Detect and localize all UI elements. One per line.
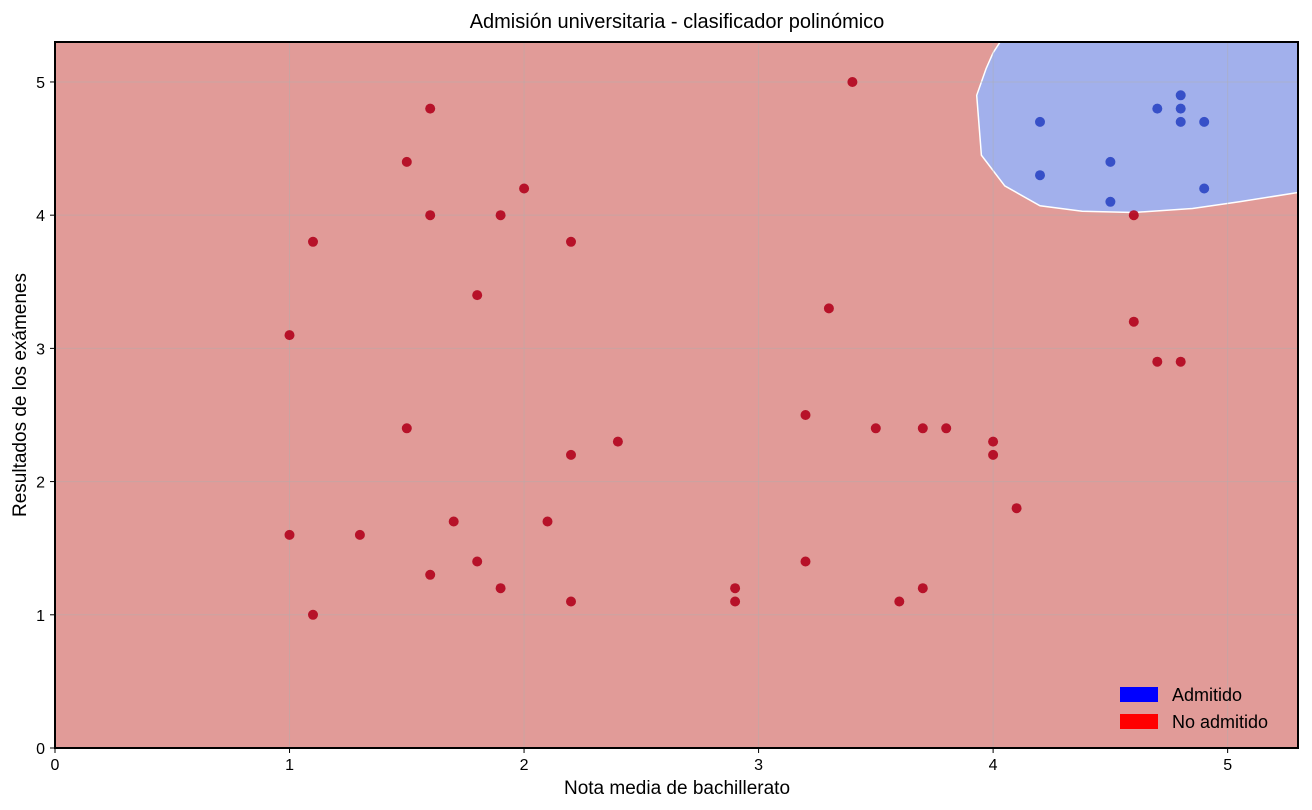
- x-tick-label: 1: [285, 757, 294, 774]
- point-admitido: [1199, 116, 1210, 127]
- point-no-admitido: [284, 529, 295, 540]
- x-tick-label: 0: [51, 757, 60, 774]
- point-no-admitido: [730, 583, 741, 594]
- point-no-admitido: [1152, 356, 1163, 367]
- point-no-admitido: [941, 423, 952, 434]
- point-admitido: [1105, 156, 1116, 167]
- point-admitido: [1175, 116, 1186, 127]
- point-no-admitido: [401, 156, 412, 167]
- point-no-admitido: [988, 436, 999, 447]
- point-admitido: [1152, 103, 1163, 114]
- point-no-admitido: [800, 410, 811, 420]
- y-tick-label: 3: [36, 341, 45, 358]
- x-tick-label: 2: [520, 757, 529, 774]
- point-admitido: [1175, 103, 1186, 114]
- point-no-admitido: [354, 529, 365, 540]
- point-no-admitido: [1175, 356, 1186, 367]
- point-no-admitido: [566, 236, 576, 247]
- point-admitido: [1199, 183, 1210, 194]
- point-admitido: [1105, 196, 1116, 207]
- x-tick-label: 5: [1223, 757, 1232, 774]
- point-no-admitido: [519, 183, 530, 194]
- y-tick-label: 4: [36, 208, 45, 225]
- legend: Admitido No admitido: [1120, 685, 1268, 732]
- point-no-admitido: [308, 609, 318, 620]
- point-no-admitido: [800, 556, 811, 567]
- legend-swatch-admitido: [1120, 687, 1158, 702]
- legend-label-no-admitido: No admitido: [1172, 712, 1268, 732]
- y-tick-label: 1: [36, 608, 45, 625]
- point-no-admitido: [425, 569, 436, 580]
- legend-swatch-no-admitido: [1120, 714, 1158, 729]
- point-no-admitido: [425, 103, 436, 114]
- point-no-admitido: [1011, 503, 1022, 514]
- point-no-admitido: [823, 303, 834, 314]
- point-admitido: [1175, 90, 1186, 101]
- point-no-admitido: [988, 449, 999, 460]
- point-no-admitido: [495, 210, 506, 221]
- point-no-admitido: [495, 583, 506, 594]
- point-no-admitido: [284, 330, 295, 341]
- point-no-admitido: [917, 583, 928, 594]
- legend-label-admitido: Admitido: [1172, 685, 1242, 705]
- x-tick-label: 3: [754, 757, 763, 774]
- y-tick-label: 0: [36, 741, 45, 758]
- point-no-admitido: [566, 449, 576, 460]
- y-tick-label: 5: [36, 75, 45, 92]
- point-admitido: [1035, 170, 1045, 181]
- point-no-admitido: [1128, 316, 1139, 327]
- x-tick-label: 4: [989, 757, 998, 774]
- point-no-admitido: [730, 596, 741, 607]
- point-no-admitido: [894, 596, 905, 607]
- x-axis: 0 1 2 3 4 5: [51, 748, 1232, 774]
- x-axis-title: Nota media de bachillerato: [564, 778, 790, 799]
- point-no-admitido: [542, 516, 553, 527]
- point-no-admitido: [847, 77, 858, 87]
- point-no-admitido: [472, 556, 483, 567]
- point-no-admitido: [1128, 210, 1139, 221]
- y-axis-title: Resultados de los exámenes: [10, 273, 31, 517]
- point-no-admitido: [612, 436, 623, 447]
- point-no-admitido: [566, 596, 576, 607]
- point-admitido: [1035, 116, 1045, 127]
- data-points: [284, 77, 1210, 620]
- admitted-decision-region: [975, 41, 1299, 214]
- y-tick-label: 2: [36, 475, 45, 492]
- point-no-admitido: [425, 210, 436, 221]
- chart-title: Admisión universitaria - clasificador po…: [470, 11, 885, 33]
- plot-frame: [54, 41, 1299, 749]
- grid-lines: [55, 42, 1298, 748]
- point-no-admitido: [472, 290, 483, 301]
- y-axis: 0 1 2 3 4 5: [36, 75, 55, 758]
- point-no-admitido: [870, 423, 881, 434]
- point-no-admitido: [448, 516, 459, 527]
- point-no-admitido: [308, 236, 318, 247]
- point-no-admitido: [917, 423, 928, 434]
- point-no-admitido: [401, 423, 412, 434]
